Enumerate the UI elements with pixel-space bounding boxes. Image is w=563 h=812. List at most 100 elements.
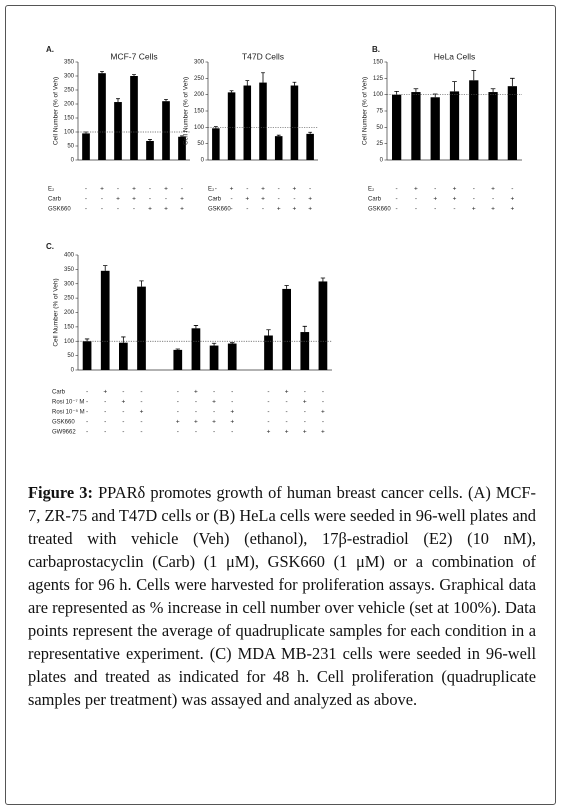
treatment-sign: -	[322, 419, 324, 426]
treatment-sign: -	[278, 186, 280, 193]
treatment-sign: -	[396, 186, 398, 193]
treatment-sign: -	[453, 206, 455, 213]
error-bar	[292, 81, 297, 86]
treatment-sign: -	[246, 206, 248, 213]
treatment-sign: -	[86, 419, 88, 426]
treatment-sign: +	[303, 399, 307, 406]
treatment-sign: -	[293, 196, 295, 203]
bar	[430, 97, 440, 160]
treatment-sign: -	[149, 196, 151, 203]
treatment-sign: +	[140, 409, 144, 416]
error-bar	[132, 74, 136, 76]
bar	[264, 335, 273, 370]
y-tick-label: 150	[64, 116, 75, 122]
error-bar	[320, 277, 326, 282]
treatment-sign: -	[140, 389, 142, 396]
error-bar	[394, 91, 399, 95]
bar	[100, 270, 110, 370]
y-tick-label: 0	[380, 158, 384, 164]
treatment-label: E₂	[48, 187, 55, 193]
bar	[191, 328, 201, 370]
figure-frame	[5, 5, 556, 805]
bar	[114, 102, 122, 160]
treatment-sign: +	[308, 196, 312, 203]
treatment-sign: -	[267, 389, 269, 396]
treatment-sign: +	[132, 186, 136, 193]
bar	[178, 136, 186, 160]
treatment-sign: -	[396, 196, 398, 203]
y-tick-label: 250	[194, 76, 205, 82]
treatment-sign: -	[117, 186, 119, 193]
treatment-sign: -	[86, 429, 88, 436]
treatment-sign: -	[213, 389, 215, 396]
treatment-sign: -	[304, 409, 306, 416]
treatment-sign: -	[195, 429, 197, 436]
treatment-sign: -	[286, 419, 288, 426]
treatment-sign: +	[267, 429, 271, 436]
treatment-sign: -	[322, 399, 324, 406]
y-tick-label: 200	[194, 92, 205, 98]
treatment-sign: +	[194, 389, 198, 396]
error-bar	[302, 325, 307, 333]
treatment-sign: +	[277, 206, 281, 213]
treatment-sign: -	[86, 409, 88, 416]
treatment-sign: +	[453, 186, 457, 193]
treatment-sign: -	[246, 186, 248, 193]
error-bar	[471, 70, 477, 81]
treatment-sign: -	[104, 419, 106, 426]
treatment-sign: +	[176, 419, 180, 426]
treatment-sign: -	[415, 196, 417, 203]
treatment-sign: -	[195, 409, 197, 416]
figure: A. B. C. MCF-7 Cells Cell Number (% of Ve…	[46, 45, 522, 436]
panel-label: B.	[372, 45, 380, 54]
treatment-sign: -	[230, 196, 232, 203]
y-axis-label: Cell Number (% of Veh)	[53, 278, 60, 346]
error-bar	[276, 134, 281, 137]
treatment-sign: -	[231, 389, 233, 396]
y-tick-label: 250	[64, 88, 75, 94]
y-axis-label: Cell Number (% of Veh)	[53, 77, 60, 145]
treatment-sign: -	[213, 429, 215, 436]
treatment-sign: +	[414, 186, 418, 193]
treatment-sign: -	[195, 399, 197, 406]
bar	[507, 86, 517, 160]
treatment-sign: -	[213, 409, 215, 416]
bar	[318, 281, 328, 370]
treatment-sign: +	[230, 186, 234, 193]
error-bar	[308, 131, 313, 134]
error-bar	[139, 280, 144, 287]
treatment-sign: +	[212, 399, 216, 406]
y-tick-label: 100	[64, 130, 75, 136]
treatment-sign: -	[286, 399, 288, 406]
y-tick-label: 300	[194, 60, 205, 66]
y-tick-label: 100	[64, 339, 75, 345]
treatment-sign: -	[165, 196, 167, 203]
bar	[227, 92, 236, 160]
bar	[119, 342, 128, 370]
treatment-sign: -	[122, 389, 124, 396]
error-bar	[413, 88, 419, 93]
treatment-sign: -	[304, 389, 306, 396]
treatment-sign: -	[492, 196, 494, 203]
treatment-sign: -	[122, 409, 124, 416]
chart-title: MCF-7 Cells	[110, 51, 157, 61]
panel-label: A.	[46, 45, 54, 54]
y-tick-label: 125	[373, 76, 384, 82]
treatment-label: E₂	[208, 187, 215, 193]
treatment-sign: +	[164, 206, 168, 213]
y-axis-label: Cell Number (% of Veh)	[183, 77, 190, 145]
bar	[209, 345, 219, 370]
error-bar	[103, 265, 108, 271]
treatment-sign: +	[321, 429, 325, 436]
y-tick-label: 50	[67, 144, 74, 150]
treatment-sign: -	[177, 399, 179, 406]
bar	[306, 133, 314, 160]
treatment-label: GSK660	[368, 207, 391, 213]
treatment-sign: +	[245, 196, 249, 203]
treatment-sign: -	[104, 409, 106, 416]
error-bar	[148, 139, 152, 141]
error-bar	[180, 135, 184, 137]
y-tick-label: 150	[373, 60, 384, 66]
treatment-sign: -	[511, 186, 513, 193]
treatment-sign: +	[510, 206, 514, 213]
